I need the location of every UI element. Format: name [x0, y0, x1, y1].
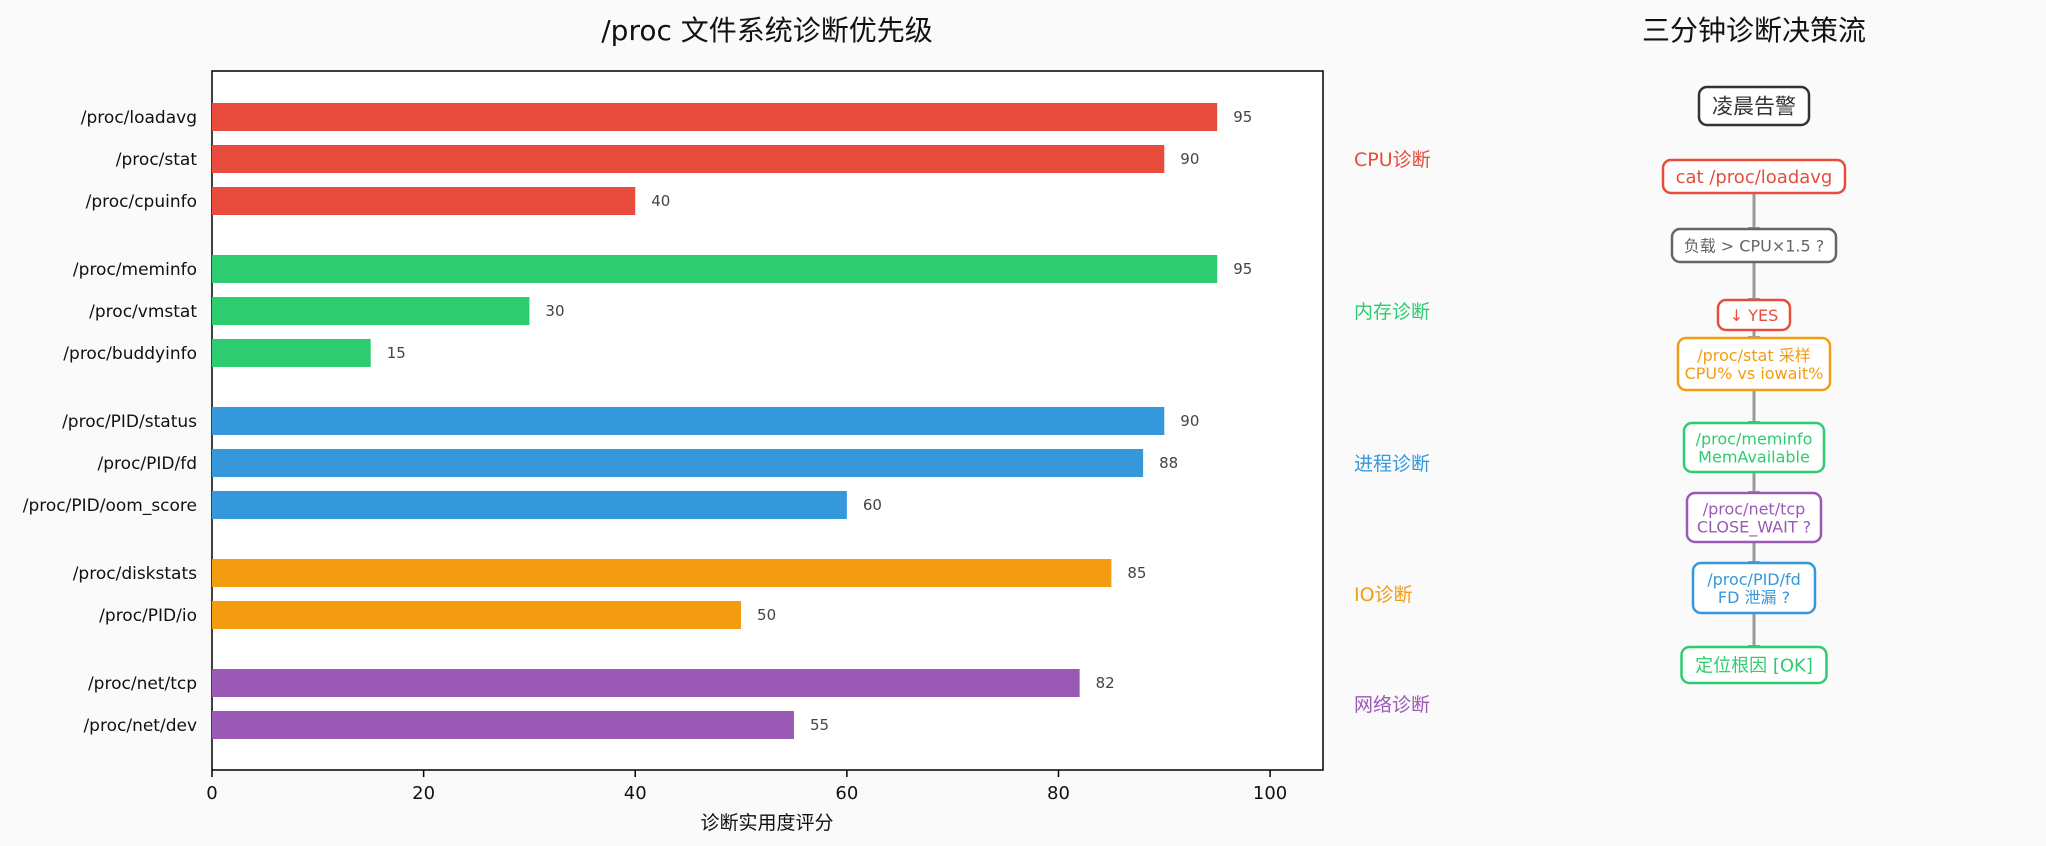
bar	[212, 711, 794, 739]
tick-label: /proc/diskstats	[73, 564, 197, 584]
bar	[212, 559, 1112, 587]
x-tick-label: 60	[835, 783, 858, 804]
flow-node-label: 凌晨告警	[1712, 95, 1796, 119]
tick-label: /proc/loadavg	[81, 108, 197, 128]
flow-node-label: /proc/stat 采样	[1697, 346, 1811, 365]
flow-title: 三分钟诊断决策流	[1642, 14, 1866, 47]
group-label: IO诊断	[1354, 584, 1413, 606]
chart-title: /proc 文件系统诊断优先级	[601, 14, 933, 47]
flow-node-label: 负载 > CPU×1.5 ?	[1684, 236, 1825, 255]
flow-node-label: /proc/PID/fd	[1707, 570, 1801, 589]
bar	[212, 255, 1218, 283]
x-axis-label: 诊断实用度评分	[700, 812, 833, 834]
tick-label: /proc/stat	[116, 150, 198, 170]
bar	[212, 669, 1080, 697]
tick-label: /proc/PID/oom_score	[23, 496, 197, 516]
x-tick-label: 20	[412, 783, 435, 804]
bar	[212, 339, 371, 367]
flow-node	[1661, 158, 1847, 195]
x-tick-label: 100	[1253, 783, 1287, 804]
flow-node-label: MemAvailable	[1698, 447, 1810, 466]
data-label: 88	[1159, 454, 1178, 472]
flow-node-label: /proc/net/tcp	[1703, 499, 1806, 518]
flow-node	[1685, 491, 1823, 544]
data-label: 90	[1180, 412, 1199, 430]
data-label: 95	[1233, 260, 1252, 278]
data-label: 82	[1096, 674, 1115, 692]
flow-node	[1676, 336, 1832, 392]
data-label: 55	[810, 716, 829, 734]
flow-node	[1670, 227, 1838, 264]
group-label: 内存诊断	[1354, 301, 1430, 323]
tick-label: /proc/cpuinfo	[86, 192, 197, 212]
bar	[212, 187, 636, 215]
tick-label: /proc/net/dev	[83, 716, 197, 736]
bars-layer: /proc/loadavg 95/proc/stat 90/proc/cpuinfo…	[23, 103, 1431, 739]
tick-label: /proc/PID/fd	[98, 454, 197, 474]
group-label: 进程诊断	[1354, 453, 1430, 475]
flow-node-label: 定位根因 [OK]	[1695, 655, 1813, 676]
data-label: 30	[545, 302, 564, 320]
tick-label: /proc/net/tcp	[88, 674, 197, 694]
bar	[212, 145, 1165, 173]
data-label: 85	[1127, 564, 1146, 582]
tick-label: /proc/buddyinfo	[63, 344, 197, 364]
flow-node-label: CLOSE_WAIT ?	[1697, 517, 1811, 537]
flow-node	[1691, 561, 1817, 615]
x-tick-label: 40	[624, 783, 647, 804]
data-label: 60	[863, 496, 882, 514]
data-label: 50	[757, 606, 776, 624]
flow-node-label: ↓ YES	[1730, 306, 1779, 325]
x-tick-label: 0	[206, 783, 217, 804]
tick-label: /proc/PID/status	[62, 412, 197, 432]
tick-label: /proc/PID/io	[99, 606, 197, 626]
bar	[212, 103, 1218, 131]
bar	[212, 297, 530, 325]
x-tick-label: 80	[1047, 783, 1070, 804]
flow-node-label: CPU% vs iowait%	[1685, 364, 1824, 383]
flow-node-label: /proc/meminfo	[1696, 429, 1813, 448]
flow-node	[1716, 298, 1792, 332]
bar	[212, 491, 847, 519]
flow-node	[1680, 645, 1828, 685]
bar	[212, 601, 742, 629]
tick-label: /proc/meminfo	[73, 260, 197, 280]
data-label: 90	[1180, 150, 1199, 168]
x-axis: 0 20 40 60 80 100	[206, 770, 1287, 804]
bar	[212, 407, 1165, 435]
flow-node-label: FD 泄漏 ?	[1718, 588, 1790, 607]
data-label: 95	[1233, 108, 1252, 126]
group-label: 网络诊断	[1354, 694, 1430, 716]
flow-node-label: cat /proc/loadavg	[1676, 167, 1833, 188]
flow-node	[1697, 85, 1811, 127]
flow-node	[1682, 421, 1826, 474]
group-label: CPU诊断	[1354, 149, 1431, 171]
data-label: 15	[387, 344, 406, 362]
decision-flow: 三分钟诊断决策流 凌晨告警 cat /proc/loadavg 负载 > CPU×1…	[1642, 14, 1866, 685]
data-label: 40	[651, 192, 670, 210]
bar	[212, 449, 1144, 477]
tick-label: /proc/vmstat	[89, 302, 197, 322]
